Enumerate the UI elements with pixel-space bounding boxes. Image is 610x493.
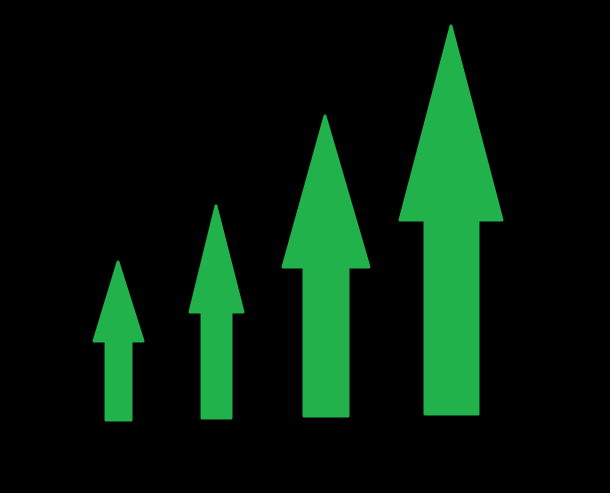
up-arrow-icon	[398, 24, 504, 416]
arrow-4	[398, 24, 504, 416]
up-arrow-icon	[281, 114, 371, 418]
arrow-3	[281, 114, 371, 418]
arrow-1	[92, 260, 145, 422]
arrow-2	[188, 204, 245, 420]
up-arrow-icon	[188, 204, 245, 420]
up-arrow-icon	[92, 260, 145, 422]
